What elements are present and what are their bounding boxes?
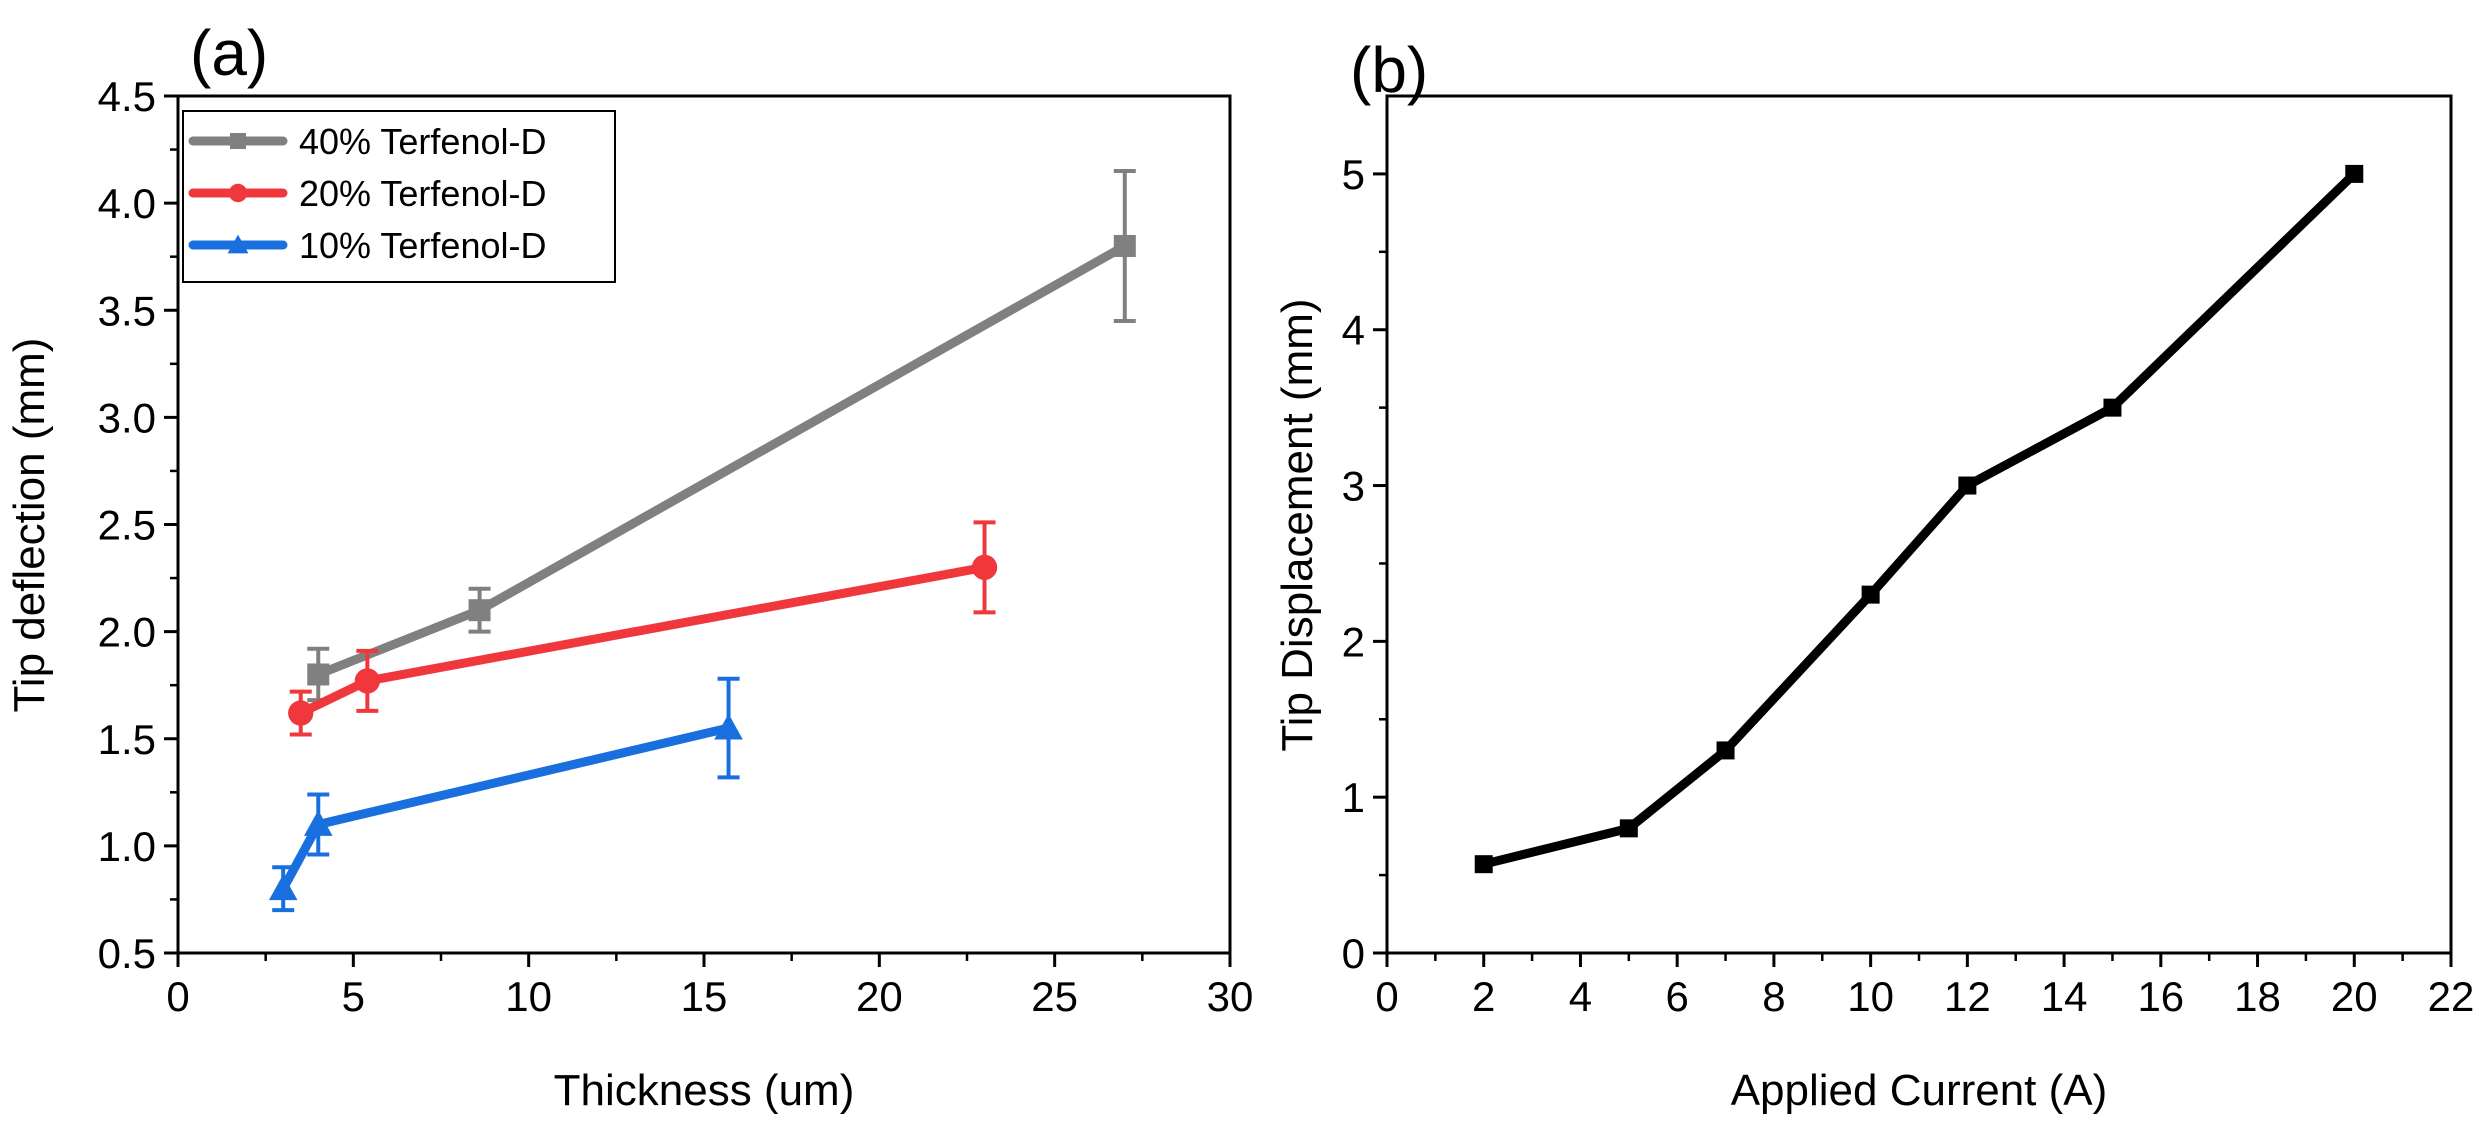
y-tick-label: 1.0	[98, 823, 156, 870]
chart-panel-a: (a) 0 5 10 15 20 25 30 0.5 1.0 1.5 2.0 2.5 3.0 3.5 4.0 4…	[5, 17, 1253, 1115]
data-point	[1619, 819, 1638, 838]
data-point	[268, 874, 298, 901]
x-axis-title: Thickness (um)	[554, 1066, 855, 1115]
data-point	[1861, 585, 1880, 604]
panel-label: (a)	[190, 17, 268, 89]
x-tick-label: 20	[2331, 973, 2378, 1020]
x-tick-label: 0	[1375, 973, 1398, 1020]
x-tick-label: 2	[1472, 973, 1495, 1020]
data-point	[2103, 398, 2122, 417]
data-point	[1716, 741, 1735, 760]
series-1	[307, 168, 1136, 703]
y-tick-label: 2	[1342, 618, 1365, 665]
x-axis-title: Applied Current (A)	[1731, 1066, 2108, 1115]
x-tick-label: 8	[1762, 973, 1785, 1020]
y-tick-label: 3.5	[98, 287, 156, 334]
data-point	[307, 663, 330, 686]
y-tick-label: 3.0	[98, 394, 156, 441]
legend: 40% Terfenol-D 20% Terfenol-D 10% Terfenol…	[182, 110, 616, 283]
x-tick-label: 18	[2234, 973, 2281, 1020]
series-line	[313, 241, 1130, 679]
y-tick-label: 4	[1342, 307, 1365, 354]
y-tick-label: 2.5	[98, 502, 156, 549]
y-tick-label: 0	[1342, 930, 1365, 977]
legend-label: 20% Terfenol-D	[299, 173, 546, 214]
x-tick-label: 6	[1666, 973, 1689, 1020]
y-tick-label: 0.5	[98, 930, 156, 977]
data-point	[1958, 476, 1977, 495]
x-tick-label: 25	[1031, 973, 1078, 1020]
x-tick-label: 10	[1847, 973, 1894, 1020]
x-tick-label: 5	[342, 973, 365, 1020]
x-tick-label: 4	[1569, 973, 1592, 1020]
legend-label: 10% Terfenol-D	[299, 225, 546, 266]
data-point	[971, 554, 998, 580]
series-3	[268, 676, 743, 913]
data-point	[468, 599, 491, 622]
y-tick-label: 4.5	[98, 73, 156, 120]
legend-marker	[230, 133, 246, 149]
x-tick-label: 22	[2428, 973, 2475, 1020]
x-tick-label: 20	[856, 973, 903, 1020]
data-point	[1113, 234, 1136, 257]
data-point	[2345, 164, 2364, 183]
y-tick-label: 2.0	[98, 609, 156, 656]
series-line	[1479, 169, 2359, 869]
x-tick-label: 12	[1944, 973, 1991, 1020]
legend-marker	[227, 234, 249, 254]
x-tick-label: 14	[2041, 973, 2088, 1020]
panel-label: (b)	[1350, 34, 1428, 106]
data-point	[354, 668, 381, 694]
x-tick-label: 30	[1207, 973, 1254, 1020]
plot-frame	[1385, 94, 2453, 955]
data-point	[303, 810, 333, 836]
series-2	[288, 520, 998, 737]
data-point	[714, 713, 743, 740]
series-1	[1474, 164, 2364, 874]
legend-label: 40% Terfenol-D	[299, 121, 546, 162]
x-tick-label: 16	[2137, 973, 2184, 1020]
data-point	[288, 700, 314, 726]
y-tick-label: 1.5	[98, 716, 156, 763]
y-tick-label: 3	[1342, 463, 1365, 510]
x-tick-label: 10	[505, 973, 552, 1020]
y-axis-title: Tip deflection (mm)	[5, 338, 54, 713]
y-tick-label: 4.0	[98, 180, 156, 227]
y-axis-title: Tip Displacement (mm)	[1273, 298, 1322, 751]
series-line	[278, 723, 734, 894]
y-tick-label: 5	[1342, 151, 1365, 198]
x-tick-label: 0	[166, 973, 189, 1020]
y-tick-label: 1	[1342, 774, 1365, 821]
x-tick-label: 15	[681, 973, 728, 1020]
legend-marker	[228, 183, 248, 203]
data-point	[1474, 855, 1493, 874]
